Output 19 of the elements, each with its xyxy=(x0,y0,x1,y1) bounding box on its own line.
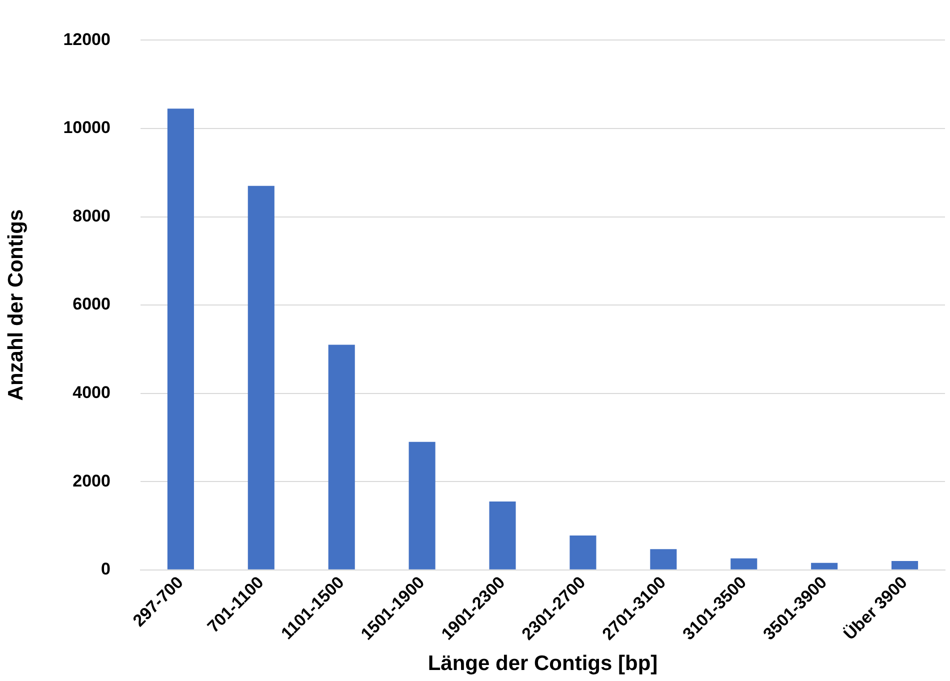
y-axis-title: Anzahl der Contigs xyxy=(4,209,28,401)
bar xyxy=(730,558,758,570)
y-tick-label: 4000 xyxy=(72,383,110,402)
bar xyxy=(892,561,918,570)
y-tick-label: 2000 xyxy=(72,471,110,490)
bar xyxy=(167,108,194,570)
bar xyxy=(328,344,355,570)
y-tick-label: 8000 xyxy=(72,206,110,226)
bar xyxy=(408,442,436,570)
bar xyxy=(650,549,677,570)
y-tick-label: 12000 xyxy=(63,30,110,49)
y-tick-label: 0 xyxy=(101,560,110,579)
y-tick-label: 10000 xyxy=(63,118,110,138)
bar xyxy=(489,501,516,570)
bar xyxy=(811,562,838,570)
bar xyxy=(570,535,596,570)
y-tick-label: 6000 xyxy=(72,294,110,314)
bar xyxy=(248,186,274,570)
x-axis-title: Länge der Contigs [bp] xyxy=(428,652,658,676)
